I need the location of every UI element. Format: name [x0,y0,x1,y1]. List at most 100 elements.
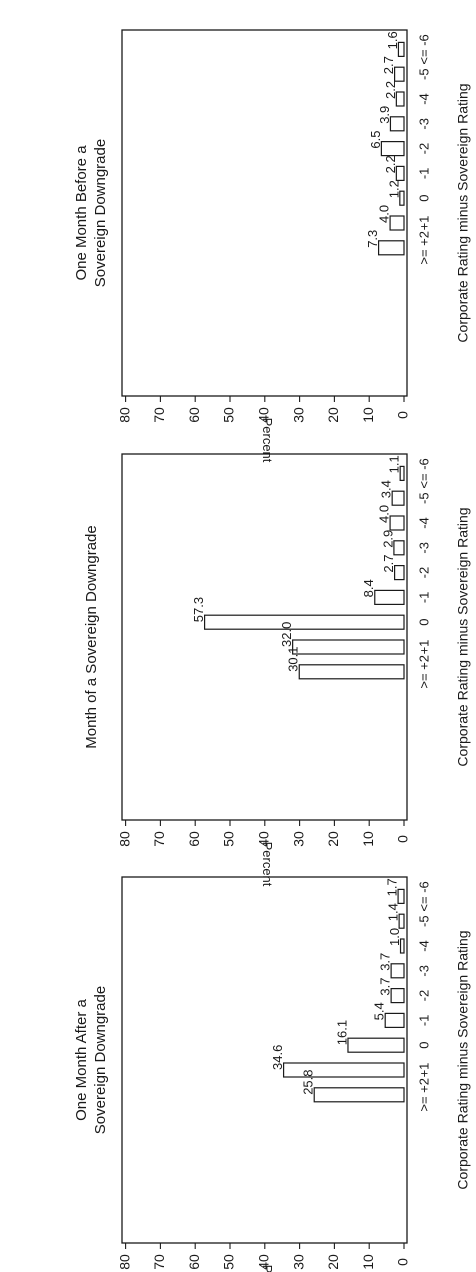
bar [389,116,405,132]
bar [390,963,405,979]
category-label: >= +2 [416,231,431,265]
y-tick-label: 60 [186,831,202,847]
bar [282,1062,405,1078]
category-label: +1 [416,1063,431,1078]
bar [391,490,405,506]
bar-value-label: 16.1 [334,1020,349,1045]
bar [394,564,405,581]
y-tick-label: 0 [395,1258,411,1266]
bar-value-label: 4.0 [377,505,392,523]
bar-value-label: 3.9 [377,106,392,124]
bar-value-label: 1.4 [386,903,401,921]
category-label: -4 [416,940,431,952]
x-axis-label: Corporate Rating minus Sovereign Rating [455,507,471,766]
bar [399,190,405,206]
chart-title-line: Sovereign Downgrade [92,139,109,287]
y-tick-label: 80 [116,831,132,847]
y-axis-label: Percent [260,842,275,887]
y-axis-label: Percent [260,1265,275,1272]
bar [377,240,405,256]
y-tick-label: 40 [256,407,272,423]
bar [347,1037,405,1053]
bar [399,938,405,954]
bar-value-label: 2.7 [381,56,396,74]
bar-value-label: 4.0 [377,205,392,223]
bar [393,540,405,556]
category-label: -5 [416,915,431,927]
bar-value-label: 5.4 [372,1002,387,1020]
chart-panel-1: 0 10 20 30 40 50 60 70 80 Percent Corporate Rating… [73,29,471,463]
bar-value-label: 3.4 [379,480,394,498]
category-label: -2 [416,990,431,1002]
y-tick-label: 20 [325,407,341,423]
bar-value-label: 57.3 [191,597,206,622]
category-label: -4 [416,93,431,105]
category-label: +1 [416,216,431,231]
chart-panel-3: 0 10 20 30 40 50 60 70 80 Percent Corporate Rating… [73,876,471,1272]
bar-value-label: 30.1 [286,646,301,671]
bar [398,913,405,929]
category-label: -2 [416,143,431,155]
bar-value-label: 25.8 [301,1069,316,1094]
y-tick-label: 10 [360,831,376,847]
bar-value-label: 6.5 [368,131,383,149]
chart-title-line: Month of a Sovereign Downgrade [83,525,100,748]
x-axis-label: Corporate Rating minus Sovereign Rating [455,83,471,342]
bar-value-label: 1.6 [385,31,400,49]
y-tick-label: 40 [256,1254,272,1270]
category-label: >= +2 [416,655,431,689]
bar-value-label: 1.0 [387,928,402,946]
y-tick-label: 50 [221,831,237,847]
category-label: -4 [416,517,431,529]
category-label: 0 [416,195,431,202]
y-tick-label: 10 [360,1254,376,1270]
y-tick-label: 40 [256,831,272,847]
y-tick-label: 0 [395,835,411,843]
bar-value-label: 1.7 [385,878,400,896]
category-label: -1 [416,592,431,604]
y-tick-label: 70 [151,831,167,847]
bar-value-label: 32.0 [279,622,294,647]
category-label: -1 [416,168,431,180]
category-label: <= -6 [416,34,431,64]
y-tick-label: 60 [186,407,202,423]
plot-frame [121,876,408,1244]
bar [298,664,405,680]
bar [203,614,405,630]
category-label: <= -6 [416,458,431,488]
y-tick-label: 30 [290,1254,306,1270]
category-label: >= +2 [416,1078,431,1112]
category-label: -3 [416,542,431,554]
category-label: +1 [416,640,431,655]
plot-frame [121,29,408,397]
bar [389,215,405,231]
bar [389,515,405,531]
y-tick-label: 0 [395,411,411,419]
bar-value-label: 1.1 [387,455,402,473]
bar-value-label: 3.7 [378,978,393,996]
y-tick-label: 20 [325,1254,341,1270]
bar [395,91,405,107]
y-tick-label: 30 [290,407,306,423]
category-label: -2 [416,567,431,579]
bar-value-label: 2.7 [381,555,396,573]
category-label: -5 [416,492,431,504]
category-label: -5 [416,68,431,80]
y-tick-label: 50 [221,407,237,423]
category-label: -3 [416,965,431,977]
category-label: 0 [416,619,431,626]
bar [292,639,405,655]
bar-value-label: 2.9 [380,530,395,548]
y-tick-label: 80 [116,407,132,423]
plot-frame [121,453,408,821]
y-tick-label: 70 [151,407,167,423]
x-axis-label: Corporate Rating minus Sovereign Rating [455,930,471,1189]
bar-value-label: 2.2 [383,155,398,173]
y-tick-label: 60 [186,1254,202,1270]
y-tick-label: 20 [325,831,341,847]
y-tick-label: 10 [360,407,376,423]
category-label: -1 [416,1015,431,1027]
category-label: <= -6 [416,881,431,911]
bar-value-label: 34.6 [270,1045,285,1070]
